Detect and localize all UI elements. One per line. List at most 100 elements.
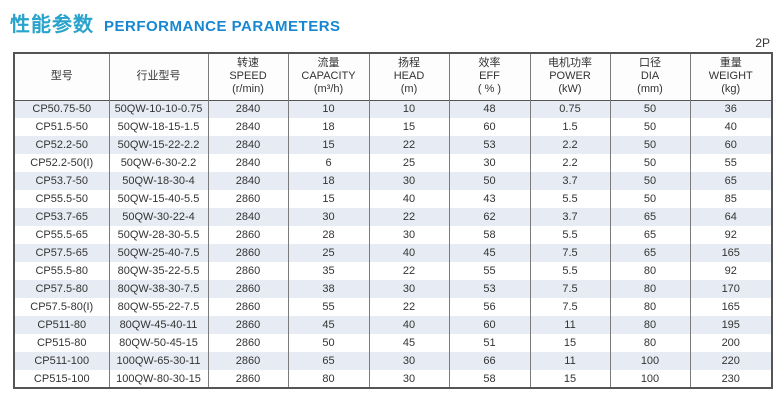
table-cell: 80QW-38-30-7.5: [108, 280, 208, 298]
column-header-line: 电机功率: [548, 57, 592, 70]
table-cell: 50: [609, 136, 690, 154]
table-cell: 2860: [207, 316, 288, 334]
table-cell: 50QW-15-40-5.5: [108, 190, 208, 208]
table-cell: 60: [448, 118, 530, 136]
table-row: CP53.7-50 50QW-18-30-4 2840 18 30 50 3.7 50 65: [14, 172, 772, 190]
table-cell: 5.5: [529, 262, 610, 280]
table-cell: 60: [689, 136, 772, 154]
table-cell: 30: [368, 226, 449, 244]
table-cell: CP51.5-50: [35, 121, 89, 133]
table-cell: 50QW-18-30-4: [108, 172, 208, 190]
table-cell: 51: [448, 334, 530, 352]
table-cell: 195: [689, 316, 772, 334]
table-cell: CP515-80: [36, 337, 87, 349]
table-cell: 30: [368, 172, 449, 190]
table-cell: 100QW-65-30-11: [108, 352, 208, 370]
table-cell: 30: [368, 352, 449, 370]
table-cell: CP57.5-80(I): [30, 301, 94, 313]
table-cell: 80QW-35-22-5.5: [108, 262, 208, 280]
column-header-line: DIA: [640, 70, 660, 83]
table-cell: 2860: [207, 226, 288, 244]
table-cell: 100: [609, 352, 690, 370]
table-cell: 80: [287, 370, 369, 388]
table-cell: 15: [529, 334, 610, 352]
table-cell: 7.5: [529, 280, 610, 298]
column-header: 型号: [14, 53, 109, 100]
table-cell: 6: [287, 154, 369, 172]
table-cell: 2860: [207, 298, 288, 316]
table-cell: 18: [287, 118, 369, 136]
table-row: CP55.5-80 80QW-35-22-5.5 2860 35 22 55 5.5 80 92: [14, 262, 772, 280]
table-cell: 50QW-25-40-7.5: [108, 244, 208, 262]
table-cell: 65: [287, 352, 369, 370]
table-cell: CP55.5-65: [35, 229, 89, 241]
table-cell: CP50.75-50: [32, 103, 92, 116]
table-cell: 60: [448, 316, 530, 334]
table-cell: 5.5: [529, 226, 610, 244]
table-cell: 50: [609, 118, 690, 136]
column-header-line: (m): [400, 83, 418, 96]
table-cell: CP55.5-50: [35, 193, 89, 205]
table-cell: 50: [609, 190, 690, 208]
table-cell: CP55.5-80: [35, 265, 89, 277]
table-cell: 30: [287, 208, 369, 226]
table-cell: 40: [368, 244, 449, 262]
table-cell: 50: [609, 100, 690, 118]
table-cell: 80: [609, 262, 690, 280]
page-title-english: PERFORMANCE PARAMETERS: [104, 18, 341, 35]
table-cell: 2860: [207, 244, 288, 262]
table-cell: 2840: [207, 154, 288, 172]
table-cell: CP57.5-65: [35, 247, 89, 259]
table-cell: 25: [368, 154, 449, 172]
table-cell: 40: [368, 316, 449, 334]
table-row: CP57.5-80 80QW-38-30-7.5 2860 38 30 53 7.5 80 17…: [14, 280, 772, 298]
table-cell: 80: [609, 316, 690, 334]
table-cell: 50QW-18-15-1.5: [108, 118, 208, 136]
table-row: CP515-80 80QW-50-45-15 2860 50 45 51 15 80 200: [14, 334, 772, 352]
table-cell: 2.2: [529, 154, 610, 172]
table-cell: 48: [448, 100, 530, 118]
table-cell: 80: [609, 298, 690, 316]
pole-count-label: 2P: [755, 36, 770, 50]
table-cell: 15: [287, 136, 369, 154]
table-cell: 15: [368, 118, 449, 136]
column-header: 行业型号: [108, 53, 208, 100]
table-cell: CP515-100: [33, 372, 90, 385]
table-row: CP511-100 100QW-65-30-11 2860 65 30 66 11 100 22…: [14, 352, 772, 370]
column-header-line: (kg): [721, 83, 741, 96]
table-cell: 2.2: [529, 136, 610, 154]
table-cell: 2840: [207, 208, 288, 226]
table-cell: 50: [287, 334, 369, 352]
table-row: CP52.2-50(I) 50QW-6-30-2.2 2840 6 25 30 2.2 50 5…: [14, 154, 772, 172]
column-header-line: 重量: [719, 57, 742, 70]
table-cell: 50QW-15-22-2.2: [108, 136, 208, 154]
table-cell: 30: [448, 154, 530, 172]
table-row: CP55.5-65 50QW-28-30-5.5 2860 28 30 58 5.5 65 92: [14, 226, 772, 244]
column-header-line: 型号: [50, 70, 73, 83]
table-cell: 50: [609, 172, 690, 190]
table-row: CP53.7-65 50QW-30-22-4 2840 30 22 62 3.7 65 64: [14, 208, 772, 226]
table-row: CP55.5-50 50QW-15-40-5.5 2860 15 40 43 5.5 50 85: [14, 190, 772, 208]
table-cell: 200: [689, 334, 772, 352]
table-cell: 40: [689, 118, 772, 136]
table-cell: 22: [368, 208, 449, 226]
table-cell: 58: [448, 370, 530, 388]
column-header-line: 扬程: [398, 57, 420, 70]
table-cell: 0.75: [529, 100, 610, 118]
table-cell: 100QW-80-30-15: [108, 370, 208, 388]
table-cell: 3.7: [529, 208, 610, 226]
column-header: 口径 DIA (mm): [609, 53, 690, 100]
table-cell: 2840: [207, 136, 288, 154]
table-cell: 25: [287, 244, 369, 262]
table-cell: 2860: [207, 190, 288, 208]
table-cell: 45: [287, 316, 369, 334]
table-cell: 22: [368, 262, 449, 280]
table-cell: CP52.2-50: [35, 139, 89, 151]
table-cell: 22: [368, 136, 449, 154]
table-cell: 165: [689, 244, 772, 262]
table-cell: 55: [448, 262, 530, 280]
table-row: CP51.5-50 50QW-18-15-1.5 2840 18 15 60 1.5 50 40: [14, 118, 772, 136]
table-cell: 220: [689, 352, 772, 370]
table-cell: 55: [689, 154, 772, 172]
